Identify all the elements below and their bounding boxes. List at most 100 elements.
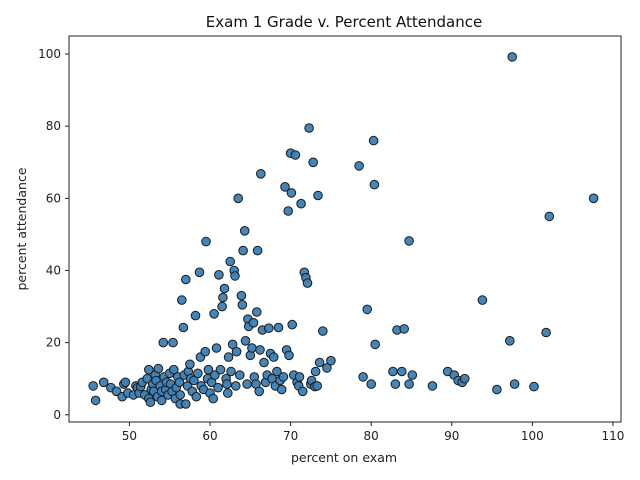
x-tick-label: 50 [122, 429, 137, 443]
data-point [312, 381, 323, 391]
data-point [223, 352, 234, 362]
data-point [302, 278, 313, 288]
x-tick-label: 70 [283, 429, 298, 443]
data-point [201, 236, 211, 247]
data-point [222, 379, 232, 389]
data-point [459, 373, 470, 384]
data-point [541, 327, 551, 338]
data-point [256, 169, 266, 179]
data-point [239, 226, 250, 236]
data-point [181, 274, 191, 285]
data-point [287, 319, 298, 330]
data-point [304, 123, 314, 133]
data-point [322, 363, 332, 373]
data-point [240, 336, 251, 346]
data-point [230, 271, 240, 281]
data-point [120, 377, 131, 388]
data-point [215, 364, 226, 375]
data-point [251, 307, 262, 317]
data-point [88, 381, 98, 391]
data-point [200, 346, 210, 357]
y-tick-label: 20 [46, 336, 61, 350]
data-point [544, 211, 555, 222]
data-point [233, 193, 243, 204]
x-tick-label: 60 [202, 429, 217, 443]
data-points [88, 52, 599, 409]
data-point [158, 337, 169, 348]
data-point [297, 386, 308, 397]
data-point [255, 345, 265, 355]
data-point [278, 372, 289, 382]
y-tick-label: 60 [46, 191, 61, 205]
data-point [358, 372, 368, 382]
data-point [326, 355, 336, 366]
data-point [370, 339, 381, 350]
data-point [318, 326, 328, 336]
data-point [247, 343, 257, 353]
data-point [168, 337, 178, 348]
data-point [252, 245, 263, 256]
data-point [214, 270, 224, 280]
data-point [276, 384, 287, 395]
data-point [368, 135, 379, 146]
data-point [313, 190, 323, 201]
data-point [397, 366, 407, 377]
y-tick-label: 40 [46, 263, 61, 277]
data-point [404, 379, 414, 389]
data-point [145, 397, 156, 408]
data-point [231, 346, 242, 357]
y-tick-label: 0 [53, 408, 61, 422]
y-axis-label: percent attendance [14, 167, 29, 290]
data-point [369, 179, 380, 190]
data-point [209, 309, 219, 319]
data-point [98, 377, 109, 388]
data-point [90, 395, 101, 406]
data-point [505, 336, 515, 346]
data-point [390, 379, 401, 389]
data-point [189, 375, 199, 386]
data-point [280, 182, 290, 192]
data-point [248, 318, 259, 328]
data-point [156, 395, 167, 406]
data-point [507, 52, 518, 62]
data-point [477, 295, 488, 305]
data-point [211, 343, 222, 353]
data-point [153, 363, 164, 374]
data-point [588, 193, 599, 204]
data-point [203, 364, 214, 375]
data-point [308, 157, 319, 168]
data-point [388, 366, 398, 377]
data-point [144, 364, 154, 375]
data-point [190, 310, 201, 321]
data-point [237, 300, 248, 310]
data-point [194, 267, 205, 278]
x-tick-label: 80 [364, 429, 379, 443]
data-point [174, 377, 185, 388]
y-tick-label: 80 [46, 119, 61, 133]
data-point [169, 364, 179, 375]
data-point [264, 323, 274, 334]
data-point [185, 359, 195, 370]
data-point [225, 256, 235, 267]
data-point [231, 381, 241, 391]
plot-frame [68, 35, 622, 423]
data-point [296, 198, 306, 209]
data-point [354, 161, 364, 171]
data-point [362, 304, 373, 315]
data-point [177, 295, 187, 305]
data-point [290, 150, 301, 160]
data-point [283, 206, 294, 216]
data-point [310, 366, 321, 377]
data-point [236, 290, 247, 301]
data-point [314, 357, 325, 368]
x-tick-label: 90 [444, 429, 459, 443]
data-point [238, 245, 248, 256]
data-point [223, 388, 233, 398]
data-point [407, 370, 418, 380]
data-point [213, 382, 223, 393]
data-point [404, 236, 414, 246]
data-point [242, 379, 252, 389]
data-point [427, 381, 438, 391]
data-point [235, 370, 245, 380]
